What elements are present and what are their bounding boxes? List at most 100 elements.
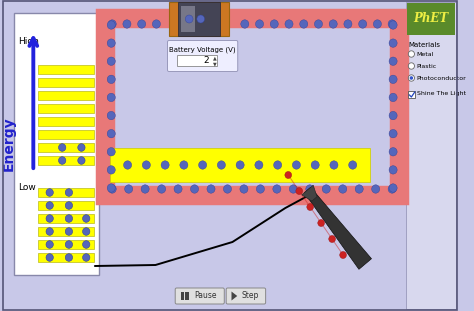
Bar [38, 104, 94, 113]
Circle shape [142, 161, 150, 169]
Text: Step: Step [241, 291, 258, 300]
Text: ▼: ▼ [213, 61, 217, 66]
Circle shape [344, 20, 352, 28]
Circle shape [107, 57, 115, 65]
Bar [110, 148, 370, 182]
Circle shape [339, 185, 347, 193]
Circle shape [300, 20, 308, 28]
Circle shape [273, 161, 282, 169]
Bar [38, 227, 94, 236]
Circle shape [108, 20, 116, 28]
Circle shape [349, 161, 357, 169]
Circle shape [185, 15, 193, 23]
FancyBboxPatch shape [167, 40, 238, 72]
Bar [177, 55, 217, 66]
Bar [38, 156, 94, 165]
Circle shape [157, 185, 165, 193]
Bar [38, 117, 94, 126]
Circle shape [329, 235, 336, 243]
Polygon shape [304, 187, 372, 269]
Circle shape [65, 189, 73, 196]
Bar [38, 143, 94, 152]
Circle shape [107, 184, 115, 192]
Bar [185, 292, 189, 300]
Circle shape [340, 252, 346, 258]
Text: Shine The Light: Shine The Light [417, 91, 466, 96]
Circle shape [389, 111, 397, 120]
Circle shape [137, 20, 146, 28]
Circle shape [285, 171, 292, 179]
Text: High: High [18, 36, 39, 45]
Circle shape [223, 185, 231, 193]
Circle shape [322, 185, 330, 193]
Circle shape [107, 129, 115, 138]
Bar [181, 6, 195, 32]
Bar [409, 91, 415, 98]
Circle shape [124, 161, 132, 169]
Circle shape [161, 161, 169, 169]
Circle shape [355, 185, 363, 193]
Bar [38, 91, 94, 100]
FancyBboxPatch shape [226, 288, 265, 304]
Text: Battery Voltage (V): Battery Voltage (V) [169, 47, 236, 53]
Circle shape [389, 184, 397, 192]
Circle shape [82, 228, 90, 235]
Circle shape [389, 21, 397, 29]
Circle shape [307, 203, 313, 211]
Circle shape [82, 241, 90, 248]
Text: 2: 2 [204, 56, 210, 65]
Circle shape [408, 63, 414, 69]
Circle shape [65, 202, 73, 209]
Circle shape [46, 241, 54, 248]
Circle shape [296, 188, 302, 194]
Circle shape [107, 148, 115, 156]
Circle shape [359, 20, 367, 28]
Circle shape [65, 241, 73, 248]
Circle shape [65, 254, 73, 261]
Circle shape [107, 166, 115, 174]
Text: PhET: PhET [413, 12, 448, 26]
Circle shape [199, 161, 207, 169]
Bar [106, 18, 399, 195]
Circle shape [306, 185, 314, 193]
Circle shape [389, 75, 397, 84]
Bar [38, 240, 94, 249]
Circle shape [311, 161, 319, 169]
Circle shape [318, 220, 325, 226]
Circle shape [270, 20, 278, 28]
Circle shape [191, 185, 199, 193]
Circle shape [389, 129, 397, 138]
Bar [406, 2, 456, 309]
Circle shape [389, 148, 397, 156]
FancyBboxPatch shape [175, 288, 224, 304]
Circle shape [292, 161, 301, 169]
Circle shape [289, 185, 297, 193]
Bar [38, 130, 94, 139]
Circle shape [46, 228, 54, 235]
Bar [169, 2, 228, 36]
Text: Plastic: Plastic [416, 63, 437, 68]
Circle shape [141, 185, 149, 193]
Circle shape [255, 20, 264, 28]
Circle shape [389, 57, 397, 65]
Bar [178, 2, 219, 36]
Polygon shape [302, 185, 317, 201]
Circle shape [65, 215, 73, 222]
Circle shape [123, 20, 131, 28]
Circle shape [285, 20, 293, 28]
Circle shape [58, 157, 66, 164]
Bar [14, 13, 99, 275]
Text: Metal: Metal [416, 52, 434, 57]
Circle shape [218, 161, 226, 169]
Circle shape [107, 93, 115, 102]
Text: Energy: Energy [1, 117, 15, 171]
Circle shape [241, 20, 249, 28]
Circle shape [108, 185, 116, 193]
Circle shape [82, 254, 90, 261]
Circle shape [46, 189, 54, 196]
Circle shape [408, 51, 414, 57]
Circle shape [107, 21, 115, 29]
Bar [407, 3, 455, 35]
Circle shape [388, 20, 396, 28]
Circle shape [408, 75, 414, 81]
